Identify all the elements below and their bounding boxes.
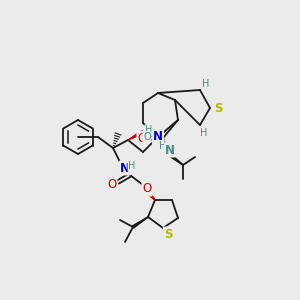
Text: H: H [128,161,136,171]
Text: H: H [145,125,153,135]
Text: N: N [120,161,130,175]
Text: N: N [165,143,175,157]
Polygon shape [132,217,148,228]
Text: S: S [164,227,172,241]
Text: H: H [159,141,167,151]
Text: N: N [153,130,163,143]
Text: S: S [214,101,222,115]
Polygon shape [128,130,144,140]
Text: O: O [137,131,147,145]
Text: O: O [142,182,152,196]
Text: H: H [202,79,210,89]
Text: H: H [200,128,208,138]
Text: O: O [143,132,151,142]
Text: O: O [107,178,117,190]
Polygon shape [146,191,155,200]
